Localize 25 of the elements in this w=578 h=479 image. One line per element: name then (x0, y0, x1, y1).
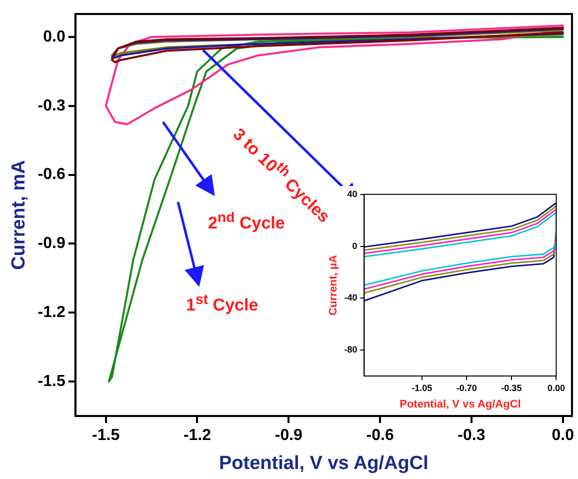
y-tick-label: -1.2 (38, 304, 66, 322)
x-tick-label: -1.2 (183, 427, 212, 444)
annotation: 1$^{st}$ Cycle (186, 292, 258, 316)
y-tick-label: 40 (347, 188, 358, 199)
y-tick-label: -80 (344, 344, 358, 355)
x-tick-label: -0.70 (456, 382, 477, 393)
y-tick-label: -0.9 (38, 235, 66, 252)
x-tick-label: 0.00 (547, 382, 566, 393)
y-tick-label: -0.3 (38, 97, 66, 114)
y-axis-title: Current, μA (328, 254, 340, 316)
x-tick-label: -0.35 (501, 382, 522, 393)
x-axis-title: Potential, V vs Ag/AgCl (218, 452, 428, 474)
x-tick-label: -0.6 (366, 427, 394, 444)
x-tick-label: -0.3 (458, 427, 486, 444)
x-tick-label: -0.9 (274, 427, 303, 444)
x-tick-label: -1.5 (92, 427, 120, 444)
y-tick-label: -40 (344, 292, 358, 303)
x-axis-title: Potential, V vs Ag/AgCl (400, 398, 521, 410)
y-tick-label: 0.0 (43, 28, 66, 46)
annotation: 2$^{nd}$ Cycle (208, 210, 285, 234)
x-tick-label: 0.0 (552, 427, 574, 444)
y-axis-title: Current, mA (8, 160, 30, 270)
y-tick-label: -0.6 (38, 166, 66, 184)
y-tick-label: 0 (352, 240, 358, 251)
x-tick-label: -1.05 (412, 382, 432, 393)
